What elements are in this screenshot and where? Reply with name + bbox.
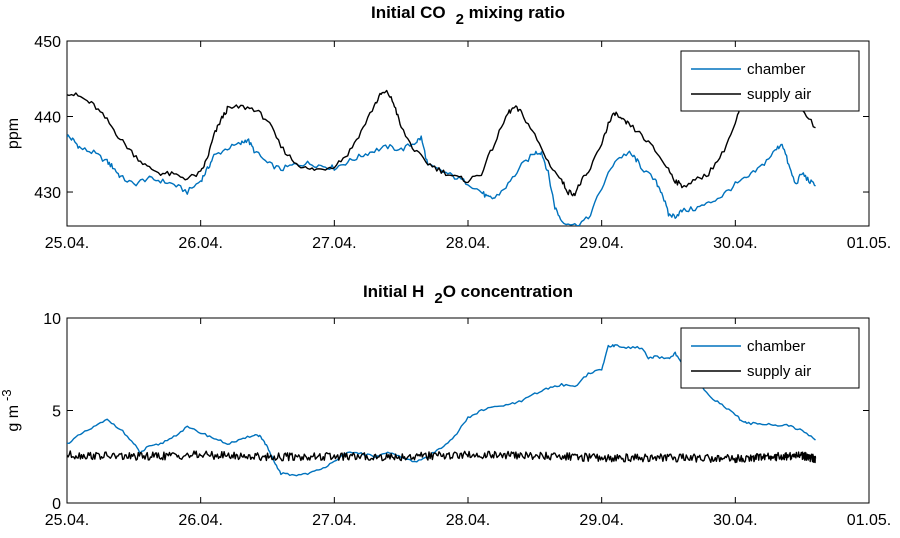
x-tick-label: 01.05. [847,512,891,529]
x-tick-label: 25.04. [45,512,89,529]
y-tick-label: 450 [34,34,61,51]
series-line-supply-air [67,450,817,464]
y-tick-label: 440 [34,110,61,127]
legend-label: chamber [747,61,805,78]
x-tick-label: 25.04. [45,235,89,252]
panel-co2: Initial CO 2 mixing ratio 25.04. 26.04. 27.0… [5,3,891,252]
series-line-supply-air [67,86,816,197]
legend-box [680,327,860,389]
x-tick-label: 28.04. [446,235,490,252]
chart-title: Initial CO 2 mixing ratio [371,3,565,28]
panel-h2o: Initial H 2O concentration 25.04. 26.04. 27.… [0,282,891,529]
legend: chamber supply air [680,50,860,112]
legend-label: supply air [747,86,811,103]
x-tick-label: 29.04. [579,512,623,529]
legend-box [680,50,860,112]
x-tick-label: 30.04. [713,235,757,252]
x-tick-label: 01.05. [847,235,891,252]
y-axis-label: g m-3 [0,389,22,431]
legend-label: chamber [747,338,805,355]
x-tick-label: 30.04. [713,512,757,529]
series-line-chamber [67,134,816,226]
chart-title: Initial H 2O concentration [363,282,573,307]
x-tick-label: 26.04. [178,512,222,529]
x-tick-label: 28.04. [446,512,490,529]
x-tick-label: 27.04. [312,235,356,252]
legend-label: supply air [747,363,811,380]
y-tick-label: 5 [52,404,61,421]
x-tick-label: 27.04. [312,512,356,529]
legend: chamber supply air [680,327,860,389]
y-axis-label: ppm [5,118,22,149]
x-tick-label: 29.04. [579,235,623,252]
y-tick-label: 0 [52,496,61,513]
y-tick-label: 430 [34,185,61,202]
x-tick-label: 26.04. [178,235,222,252]
y-tick-label: 10 [43,311,61,328]
